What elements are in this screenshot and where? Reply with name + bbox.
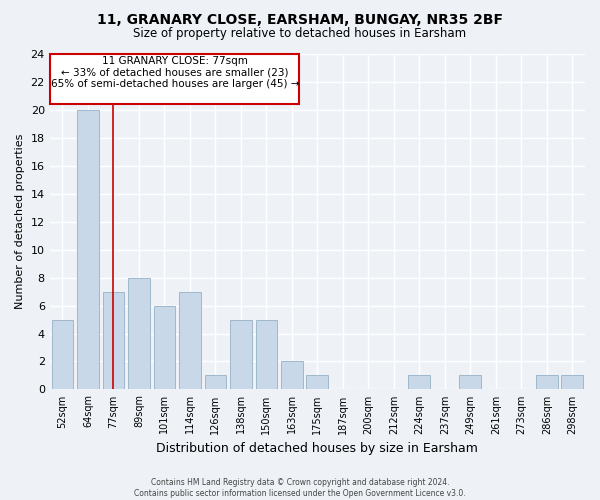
Bar <box>205 376 226 390</box>
Bar <box>128 278 150 390</box>
Bar <box>103 292 124 390</box>
Bar <box>409 376 430 390</box>
Bar <box>562 376 583 390</box>
Bar <box>536 376 557 390</box>
Bar <box>154 306 175 390</box>
Bar <box>460 376 481 390</box>
Bar <box>179 292 201 390</box>
X-axis label: Distribution of detached houses by size in Earsham: Distribution of detached houses by size … <box>157 442 478 455</box>
Text: Contains HM Land Registry data © Crown copyright and database right 2024.
Contai: Contains HM Land Registry data © Crown c… <box>134 478 466 498</box>
Bar <box>230 320 251 390</box>
Bar <box>307 376 328 390</box>
FancyBboxPatch shape <box>50 54 299 104</box>
Bar <box>281 362 302 390</box>
Text: 11 GRANARY CLOSE: 77sqm
← 33% of detached houses are smaller (23)
65% of semi-de: 11 GRANARY CLOSE: 77sqm ← 33% of detache… <box>50 56 299 90</box>
Text: Size of property relative to detached houses in Earsham: Size of property relative to detached ho… <box>133 28 467 40</box>
Text: 11, GRANARY CLOSE, EARSHAM, BUNGAY, NR35 2BF: 11, GRANARY CLOSE, EARSHAM, BUNGAY, NR35… <box>97 12 503 26</box>
Bar <box>256 320 277 390</box>
Bar <box>77 110 99 390</box>
Y-axis label: Number of detached properties: Number of detached properties <box>15 134 25 310</box>
Bar <box>52 320 73 390</box>
